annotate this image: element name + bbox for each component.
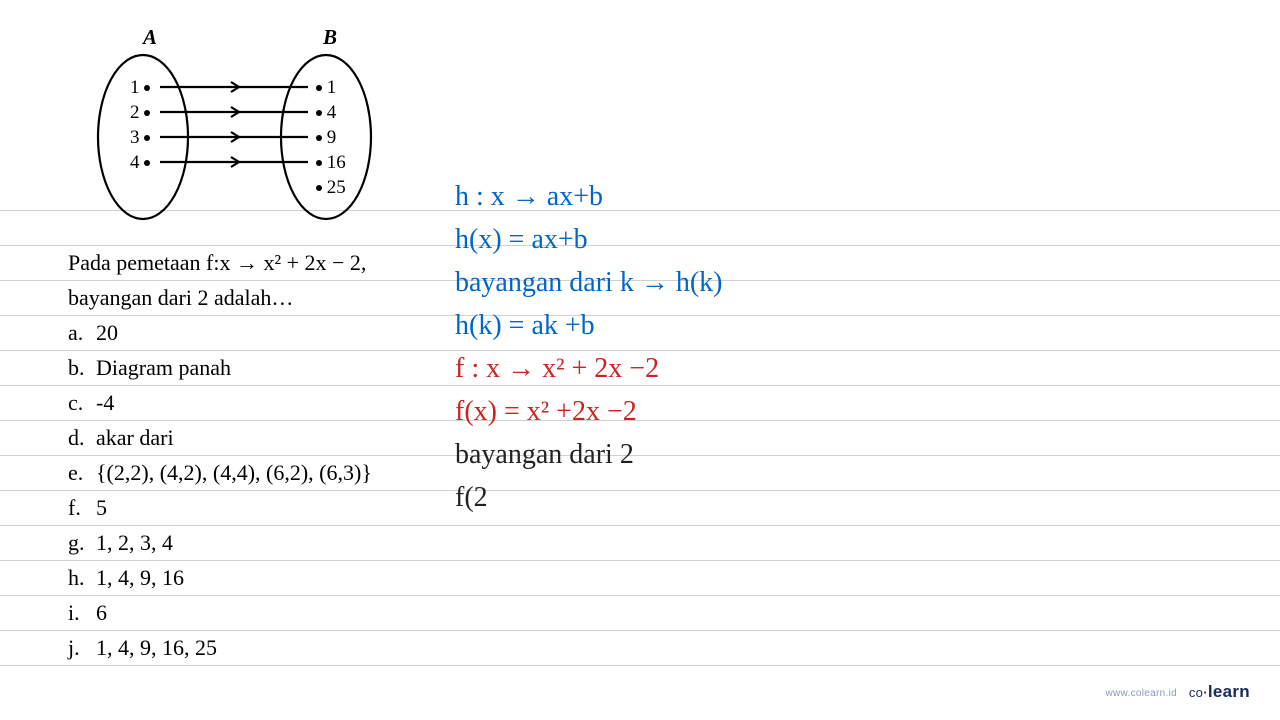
set-b-label: B [323, 25, 337, 50]
answer-option: b.Diagram panah [68, 350, 430, 385]
answer-option: d.akar dari [68, 420, 430, 455]
question-line1: Pada pemetaan f:x → x² + 2x − 2, [68, 245, 430, 280]
set-a-value: 1 [130, 75, 150, 100]
brand-co: co [1189, 685, 1203, 700]
set-b-value: 25 [316, 175, 346, 200]
footer-url: www.colearn.id [1106, 688, 1177, 699]
handwritten-line: bayangan dari 2 [455, 433, 1280, 476]
handwritten-work: h : x → ax+bh(x) = ax+bbayangan dari k →… [455, 175, 1280, 519]
handwritten-line: h(x) = ax+b [455, 218, 1280, 261]
set-a-label: A [143, 25, 157, 50]
answer-option: f.5 [68, 490, 430, 525]
page-content: A B 1 2 3 4 1 4 9 16 25 Pada pemetaan f:… [0, 0, 1280, 720]
handwritten-line: bayangan dari k → h(k) [455, 261, 1280, 304]
set-b-value: 4 [316, 100, 346, 125]
set-b-value: 9 [316, 125, 346, 150]
handwritten-line: h(k) = ak +b [455, 304, 1280, 347]
answer-option: i.6 [68, 595, 430, 630]
answer-options: a.20b.Diagram panahc.-4d.akar darie.{(2,… [68, 315, 430, 665]
answer-option: j.1, 4, 9, 16, 25 [68, 630, 430, 665]
left-column: A B 1 2 3 4 1 4 9 16 25 Pada pemetaan f:… [0, 0, 430, 720]
answer-option: c.-4 [68, 385, 430, 420]
right-column: h : x → ax+bh(x) = ax+bbayangan dari k →… [430, 0, 1280, 720]
set-b-values: 1 4 9 16 25 [316, 75, 346, 200]
set-a-value: 3 [130, 125, 150, 150]
question-line2: bayangan dari 2 adalah… [68, 280, 430, 315]
set-a-value: 4 [130, 150, 150, 175]
handwritten-line: f(2 [455, 476, 1280, 519]
answer-option: h.1, 4, 9, 16 [68, 560, 430, 595]
brand-learn: learn [1208, 682, 1250, 701]
answer-option: g.1, 2, 3, 4 [68, 525, 430, 560]
footer-brand: www.colearn.id co·learn [1106, 682, 1251, 702]
answer-option: e.{(2,2), (4,2), (4,4), (6,2), (6,3)} [68, 455, 430, 490]
handwritten-line: f(x) = x² +2x −2 [455, 390, 1280, 433]
handwritten-line: f : x → x² + 2x −2 [455, 347, 1280, 390]
set-a-values: 1 2 3 4 [130, 75, 150, 175]
question-text: Pada pemetaan f:x → x² + 2x − 2, bayanga… [68, 245, 430, 315]
set-b-value: 16 [316, 150, 346, 175]
answer-option: a.20 [68, 315, 430, 350]
set-a-value: 2 [130, 100, 150, 125]
set-b-value: 1 [316, 75, 346, 100]
handwritten-line: h : x → ax+b [455, 175, 1280, 218]
mapping-diagram: A B 1 2 3 4 1 4 9 16 25 [68, 25, 388, 225]
